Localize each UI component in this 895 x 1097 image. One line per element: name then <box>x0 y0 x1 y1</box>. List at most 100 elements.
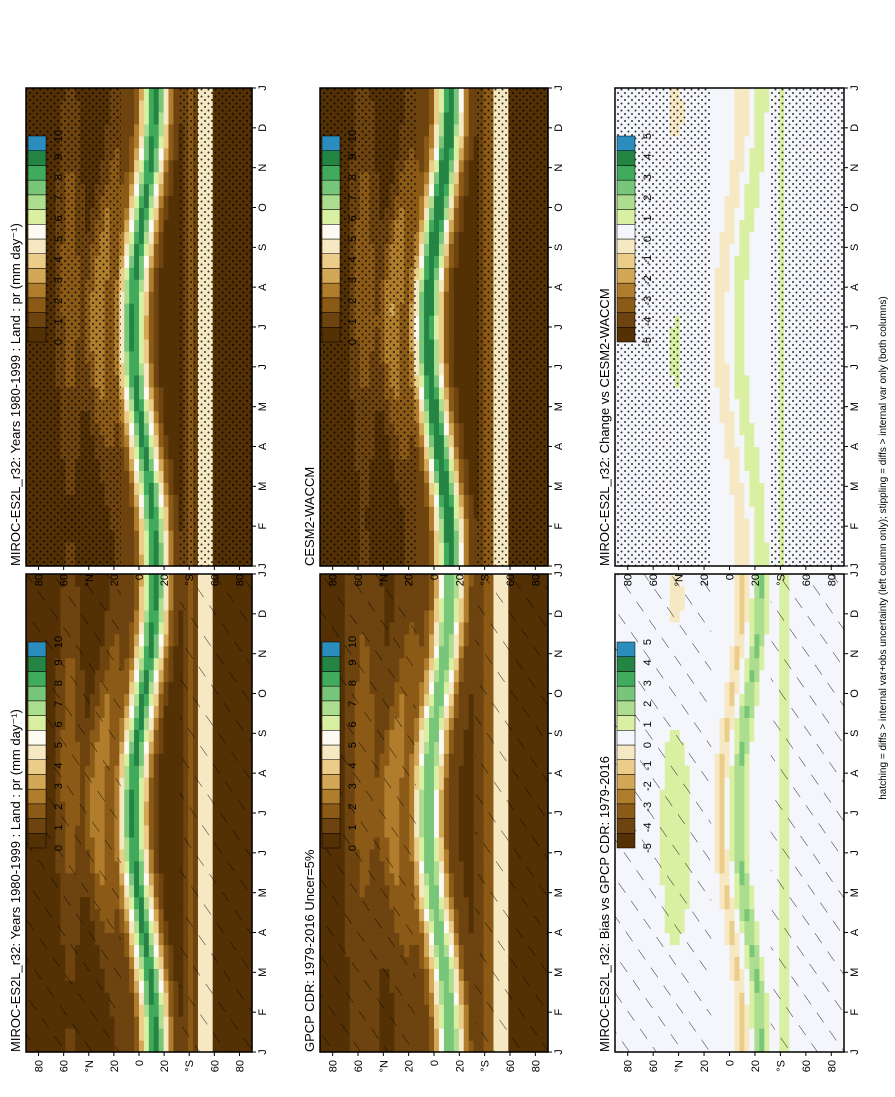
heat-cell <box>414 597 420 611</box>
colorbar-tick-label: 5 <box>53 742 65 748</box>
heat-cell <box>414 980 420 993</box>
colorbar-tick-label: 1 <box>53 824 65 830</box>
heat-cell <box>153 872 160 886</box>
heat-cell <box>129 968 135 981</box>
heat-cell <box>438 1040 445 1053</box>
heat-cell <box>168 848 174 862</box>
heat-cell <box>139 932 145 946</box>
heat-cell <box>429 872 435 886</box>
heat-cell <box>139 968 145 981</box>
heat-cell <box>134 741 140 754</box>
heat-cell <box>148 908 155 922</box>
heat-cell <box>443 968 450 981</box>
heat-cell <box>438 645 445 659</box>
heat-cell <box>168 482 174 495</box>
heat-cell <box>419 705 425 718</box>
heat-cell <box>419 1004 425 1017</box>
heat-cell <box>443 645 450 659</box>
heat-cell <box>139 159 145 173</box>
heat-cell <box>434 836 440 850</box>
heat-cell <box>148 669 155 683</box>
heat-cell <box>458 597 465 611</box>
heat-cell <box>163 693 170 707</box>
heat-cell <box>163 992 170 1005</box>
heat-cell <box>129 693 135 707</box>
heat-cell <box>143 872 150 886</box>
heat-cell <box>139 123 145 137</box>
heat-cell <box>148 896 155 910</box>
heat-cell <box>463 956 470 969</box>
heat-cell <box>148 554 155 567</box>
heat-cell <box>129 434 135 448</box>
heat-cell <box>173 789 179 802</box>
heat-cell <box>414 968 420 981</box>
month-tick-label: J <box>257 324 269 330</box>
heat-cell <box>139 1028 145 1041</box>
heat-cell <box>153 908 160 922</box>
heat-cell <box>134 633 140 647</box>
heat-cell <box>173 219 179 232</box>
heat-cell <box>424 609 430 623</box>
heat-cell <box>124 920 130 934</box>
heat-cell <box>448 765 455 778</box>
heat-cell <box>139 813 145 826</box>
heat-cell <box>124 1028 130 1041</box>
month-tick-label: A <box>257 928 269 936</box>
heat-cell <box>119 338 125 352</box>
heat-cell <box>134 860 140 874</box>
heat-cell <box>153 717 160 730</box>
heat-cell <box>429 908 435 922</box>
heat-cell <box>119 657 125 671</box>
heat-cell <box>119 944 125 957</box>
heat-cell <box>453 609 460 623</box>
heat-cell <box>453 705 460 718</box>
heat-cell <box>143 398 150 412</box>
heat-cell <box>414 896 420 910</box>
heat-cell <box>129 753 135 766</box>
month-tick-label: O <box>257 203 269 212</box>
colorbar-swatch <box>27 282 47 299</box>
heat-cell <box>424 932 430 946</box>
heat-cell <box>419 920 425 934</box>
heat-cell <box>148 717 155 730</box>
heat-cell <box>163 932 170 946</box>
heat-cell <box>419 872 425 886</box>
heat-cell <box>163 374 170 388</box>
colorbar-tick-label: 9 <box>53 660 65 666</box>
colorbar-tick-label: 0 <box>53 339 65 345</box>
colorbar-tick-label: 5 <box>53 236 65 242</box>
heat-cell <box>139 386 145 400</box>
heat-cell <box>129 932 135 946</box>
heat-cell <box>124 327 130 340</box>
heat-cell <box>414 705 420 718</box>
heat-cell <box>124 291 130 304</box>
heat-cell <box>129 410 135 424</box>
heat-cell <box>463 1040 470 1053</box>
heat-cell <box>148 219 155 232</box>
heat-cell <box>168 350 174 364</box>
month-tick-label: M <box>257 888 269 897</box>
heat-cell <box>129 729 135 742</box>
heat-cell <box>148 99 155 113</box>
month-tick-label: A <box>257 283 269 291</box>
heat-cell <box>153 992 160 1005</box>
heat-cell <box>163 147 170 161</box>
heat-cell <box>448 741 455 754</box>
heat-cell <box>414 956 420 969</box>
heat-cell <box>168 135 174 149</box>
heat-cell <box>453 896 460 910</box>
heat-cell <box>453 597 460 611</box>
heat-cell <box>139 207 145 221</box>
heat-cell <box>438 717 445 730</box>
heat-cell <box>124 633 130 647</box>
heat-cell <box>143 932 150 946</box>
heat-cell <box>438 836 445 850</box>
heat-cell <box>163 729 170 742</box>
heat-cell <box>119 633 125 647</box>
heat-cell <box>153 789 160 802</box>
heat-cell <box>134 789 140 802</box>
heat-cell <box>414 836 420 850</box>
heat-cell <box>129 741 135 754</box>
heat-cell <box>443 848 450 862</box>
heat-cell <box>434 896 440 910</box>
